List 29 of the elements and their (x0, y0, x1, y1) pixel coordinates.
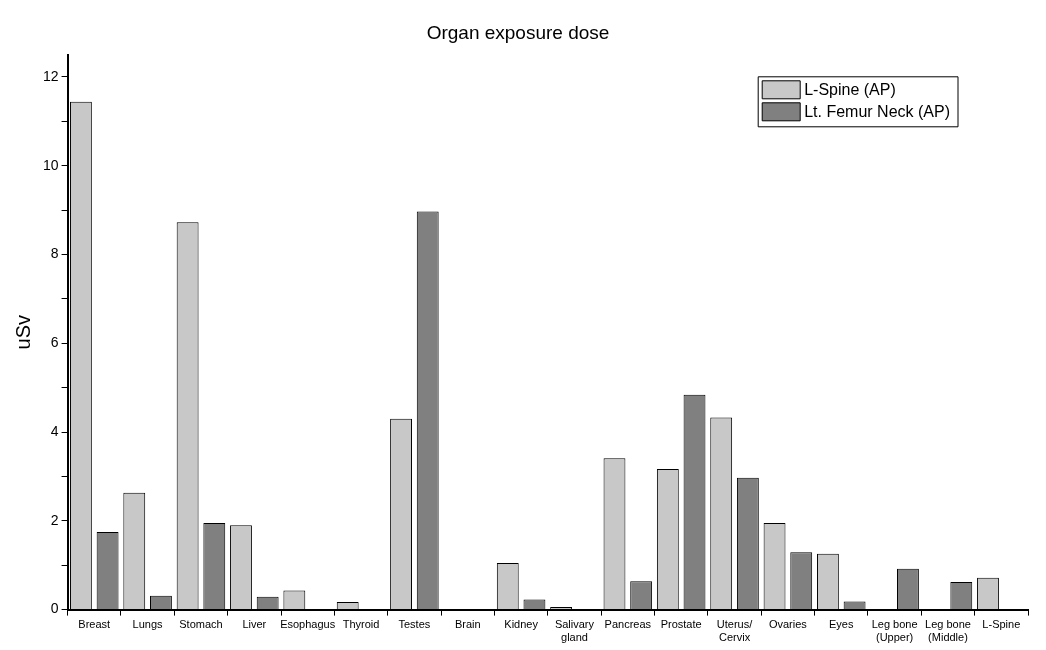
y-tick-label: 10 (42, 156, 59, 173)
legend-label: Lt. Femur Neck (AP) (804, 103, 951, 121)
y-tick-label: 8 (50, 245, 59, 262)
y-tick-label: 4 (50, 422, 59, 439)
y-tick-label: 0 (50, 600, 59, 617)
x-tick-label: Leg bone (Upper) (871, 618, 918, 644)
x-tick-label: Leg bone (Middle) (925, 618, 971, 644)
x-tick-label: Eyes (829, 618, 854, 631)
x-tick-label: Lungs (132, 618, 164, 631)
x-tick-label: L-Spine (982, 618, 1021, 631)
y-tick-label: 2 (50, 511, 59, 528)
x-tick-label: Brain (454, 618, 481, 631)
x-tick-label: Uterus/ Cervix (716, 618, 754, 644)
y-axis-title: uSv (11, 314, 34, 350)
x-tick-label: Salivary gland (554, 618, 595, 644)
y-tick-label: 6 (50, 334, 59, 351)
x-tick-label: Ovaries (768, 618, 808, 631)
x-tick-label: Prostate (660, 618, 702, 631)
legend-label: L-Spine (AP) (804, 81, 896, 99)
x-tick-label: Pancreas (604, 618, 652, 631)
x-tick-label: Stomach (179, 618, 223, 631)
y-tick-label: 12 (42, 67, 59, 84)
x-tick-label: Liver (242, 618, 267, 631)
x-tick-label: Testes (398, 618, 431, 631)
x-tick-label: Thyroid (342, 618, 380, 631)
x-tick-label: Esophagus (280, 618, 336, 631)
x-tick-label: Breast (78, 618, 111, 631)
x-tick-label: Kidney (504, 618, 539, 631)
chart-title: Organ exposure dose (426, 21, 610, 43)
